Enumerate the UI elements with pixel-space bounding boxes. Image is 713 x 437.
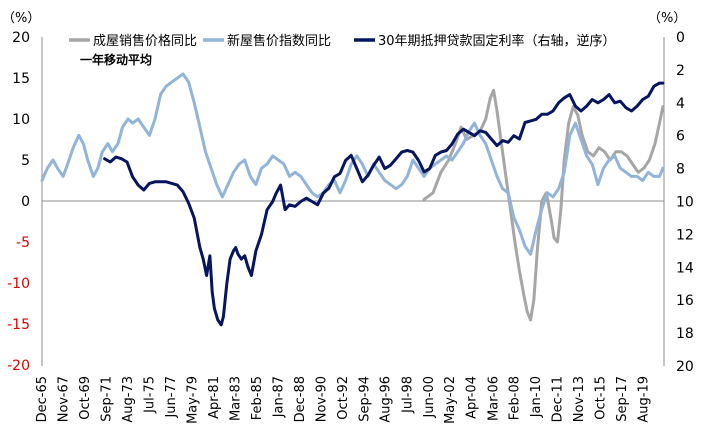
- legend-label-mortgage-rate: 30年期抵押贷款固定利率（右轴，逆序）: [378, 33, 616, 49]
- x-tick-label: Mar-83: [228, 376, 243, 421]
- legend-label-existing-home-price: 成屋销售价格同比: [93, 33, 197, 49]
- right-tick-label: 18: [676, 326, 694, 342]
- x-tick-label: Dec-88: [293, 376, 308, 422]
- legend-subtitle: 一年移动平均: [80, 52, 152, 67]
- x-tick-label: Jan-10: [529, 376, 544, 418]
- series-line-new-home-price: [40, 72, 665, 256]
- right-axis-unit: （%）: [648, 11, 686, 26]
- x-tick-label: Feb-85: [250, 376, 265, 420]
- left-tick-label: 5: [21, 153, 30, 169]
- right-tick-label: 0: [676, 30, 685, 46]
- x-tick-label: Feb-08: [508, 376, 523, 420]
- left-axis-ticks: 20 15 10 5 0 -5 -10 -15 -20: [7, 30, 30, 374]
- x-tick-label: Sep-94: [357, 376, 372, 422]
- left-tick-label: -15: [7, 317, 30, 333]
- x-tick-label: Jul-98: [400, 376, 415, 414]
- series-line-mortgage-rate: [103, 81, 665, 327]
- x-tick-label: Aug-73: [121, 376, 136, 423]
- x-tick-label: May-02: [443, 376, 458, 424]
- left-tick-label: 20: [12, 30, 30, 46]
- right-tick-label: 12: [676, 227, 694, 243]
- x-tick-label: Oct-15: [594, 376, 609, 420]
- x-tick-label: May-79: [185, 376, 200, 424]
- x-tick-label: Sep-17: [615, 376, 630, 422]
- series-lines: [40, 72, 665, 327]
- right-tick-label: 16: [676, 293, 694, 309]
- x-tick-label: Mar-06: [486, 376, 501, 421]
- right-tick-label: 14: [676, 260, 694, 276]
- x-tick-label: Dec-11: [551, 376, 566, 422]
- right-tick-label: 20: [676, 359, 694, 375]
- x-tick-label: Jun-77: [164, 376, 179, 419]
- x-tick-label: Aug-96: [379, 376, 394, 423]
- x-tick-label: Dec-65: [35, 376, 50, 422]
- right-tick-label: 10: [676, 195, 694, 211]
- x-tick-label: Nov-90: [314, 376, 329, 422]
- x-tick-label: Apr-04: [465, 376, 480, 419]
- legend: 成屋销售价格同比 新屋售价指数同比 30年期抵押贷款固定利率（右轴，逆序） 一年…: [69, 33, 616, 67]
- right-tick-label: 2: [676, 63, 685, 79]
- right-tick-label: 8: [676, 162, 685, 178]
- x-tick-label: Oct-69: [78, 376, 93, 420]
- x-tick-label: Sep-71: [99, 376, 114, 422]
- left-tick-label: 10: [12, 112, 30, 128]
- x-tick-label: Jan-87: [271, 376, 286, 418]
- x-tick-label: Aug-19: [637, 376, 652, 423]
- x-tick-label: Nov-67: [56, 376, 71, 422]
- left-tick-label: 15: [12, 71, 30, 87]
- left-tick-label: -20: [7, 358, 30, 374]
- axes: [41, 37, 665, 366]
- left-axis-unit: （%）: [2, 11, 40, 26]
- x-tick-label: Nov-13: [572, 376, 587, 422]
- x-axis-ticks: Dec-65 Nov-67 Oct-69 Sep-71 Aug-73 Jul-75 Jun-…: [35, 376, 652, 424]
- legend-label-new-home-price: 新屋售价指数同比: [227, 33, 331, 49]
- right-tick-label: 6: [676, 129, 685, 145]
- x-tick-label: Oct-92: [336, 376, 351, 420]
- left-tick-label: 0: [21, 194, 30, 210]
- x-tick-label: Apr-81: [207, 376, 222, 419]
- x-tick-label: Jul-75: [142, 376, 157, 414]
- right-axis-ticks: 0 2 4 6 8 10 12 14 16 18 20: [676, 30, 694, 375]
- right-tick-label: 4: [676, 96, 685, 112]
- left-tick-label: -5: [16, 235, 30, 251]
- left-tick-label: -10: [7, 276, 30, 292]
- x-tick-label: Jun-00: [422, 376, 437, 419]
